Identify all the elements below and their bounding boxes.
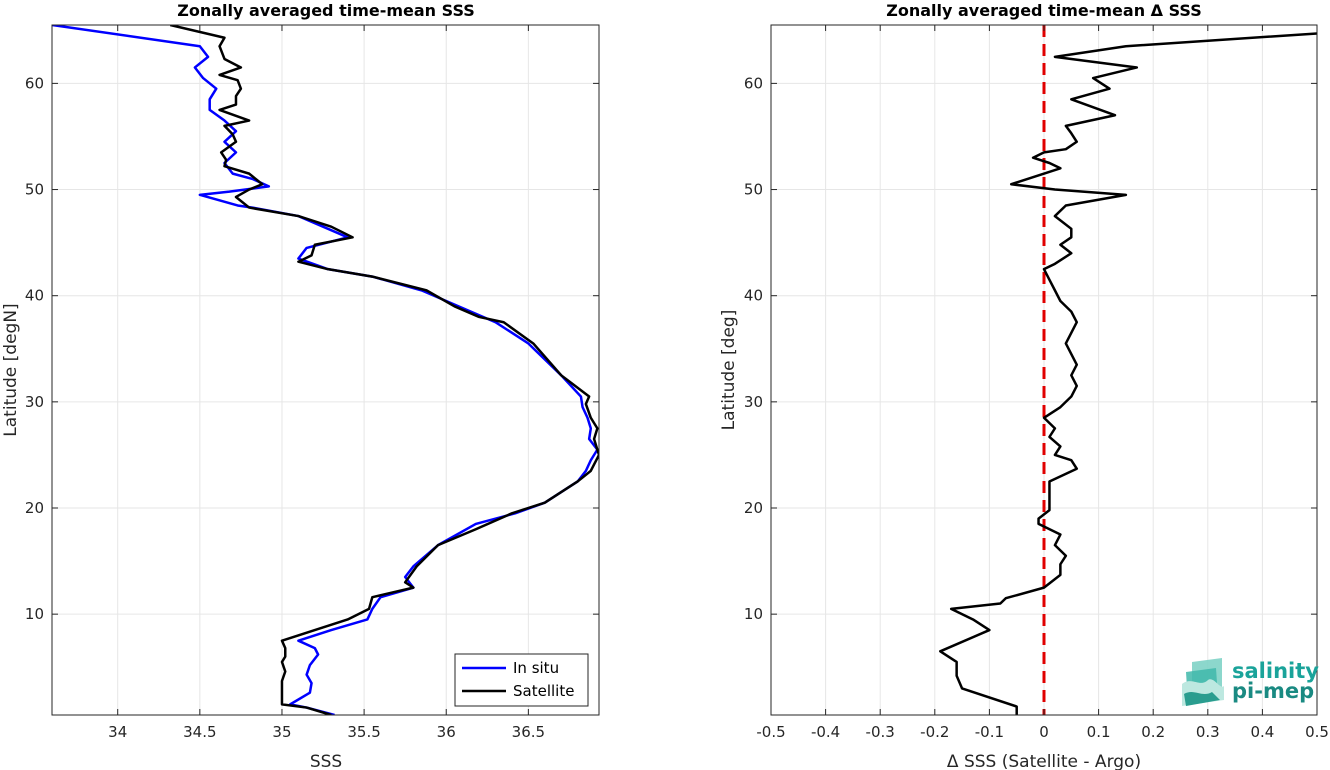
right-x-tick-label: -0.2 (920, 723, 949, 741)
series-line-delta-sss (939, 32, 1317, 715)
right-y-tick-label: 20 (744, 499, 763, 517)
logo-text-line1: salinity (1232, 659, 1319, 683)
right-chart-title: Zonally averaged time-mean Δ SSS (886, 1, 1202, 20)
right-x-tick-label: 0.5 (1305, 723, 1329, 741)
left-x-tick-label: 36.5 (512, 723, 545, 741)
right-x-tick-label: -0.1 (975, 723, 1004, 741)
left-y-tick-label: 50 (25, 181, 44, 199)
right-series (939, 25, 1317, 715)
right-y-tick-label: 30 (744, 393, 763, 411)
right-y-tick-label: 10 (744, 605, 763, 623)
logo-text-line2: pi-mep (1232, 679, 1314, 703)
left-chart-title: Zonally averaged time-mean SSS (177, 1, 475, 20)
left-x-axis-label: SSS (310, 752, 342, 770)
legend-label-in-situ: In situ (513, 659, 559, 677)
right-y-tick-label: 60 (744, 74, 763, 92)
right-x-tick-label: 0 (1039, 723, 1049, 741)
legend-box (454, 653, 589, 707)
series-line-in-situ (52, 25, 599, 715)
left-y-tick-label: 20 (25, 499, 44, 517)
left-x-tick-label: 36 (437, 723, 456, 741)
salinity-pi-mep-logo: salinity pi-mep (1182, 658, 1319, 706)
right-y-tick-label: 40 (744, 287, 763, 305)
right-x-tick-label: -0.5 (756, 723, 785, 741)
left-plot-area (52, 25, 599, 715)
left-ticks: 34 34.5 35 35.5 36 36.5 10 20 30 40 50 60 (25, 25, 599, 741)
right-ticks: -0.5 -0.4 -0.3 -0.2 -0.1 0 0.1 0.2 0.3 0.4 0.5 10 20… (744, 25, 1329, 741)
right-x-tick-label: -0.4 (811, 723, 840, 741)
left-series (52, 25, 599, 715)
left-y-axis-label: Latitude [degN] (1, 303, 21, 436)
legend: In situ Satellite (454, 653, 589, 707)
right-x-axis-label: Δ SSS (Satellite - Argo) (947, 752, 1141, 770)
right-y-tick-label: 50 (744, 181, 763, 199)
left-x-tick-label: 34 (108, 723, 127, 741)
left-x-tick-label: 35 (272, 723, 291, 741)
left-x-tick-label: 34.5 (183, 723, 216, 741)
right-x-tick-label: 0.4 (1250, 723, 1274, 741)
right-y-axis-label: Latitude [deg] (719, 310, 739, 431)
series-line-satellite (169, 25, 599, 715)
logo-wave-icon (1182, 658, 1224, 706)
left-y-tick-label: 10 (25, 605, 44, 623)
left-y-tick-label: 30 (25, 393, 44, 411)
right-x-tick-label: -0.3 (866, 723, 895, 741)
left-y-tick-label: 40 (25, 287, 44, 305)
left-axes-box (51, 24, 600, 716)
right-x-tick-label: 0.1 (1087, 723, 1111, 741)
right-chart: -0.5 -0.4 -0.3 -0.2 -0.1 0 0.1 0.2 0.3 0.4 0.5 10 20… (719, 1, 1329, 770)
left-chart: 34 34.5 35 35.5 36 36.5 10 20 30 40 50 60 Zonally a… (1, 1, 600, 770)
left-y-tick-label: 60 (25, 74, 44, 92)
right-x-tick-label: 0.2 (1141, 723, 1165, 741)
left-x-tick-label: 35.5 (347, 723, 380, 741)
legend-label-satellite: Satellite (513, 682, 574, 700)
right-x-tick-label: 0.3 (1196, 723, 1220, 741)
left-grid (52, 25, 599, 715)
